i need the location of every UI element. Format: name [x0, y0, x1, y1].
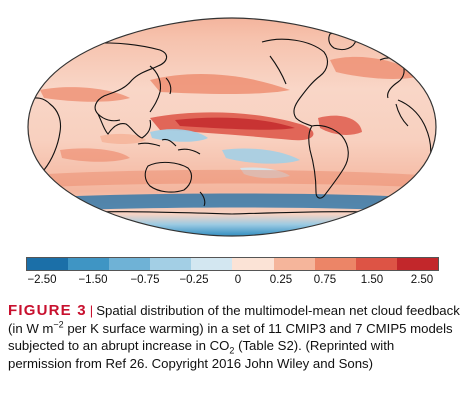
- colorbar-swatch: [396, 258, 438, 270]
- colorbar: [26, 257, 439, 271]
- colorbar-swatch: [27, 258, 69, 270]
- colorbar-tick: 2.50: [410, 274, 434, 286]
- colorbar-tick: 0.75: [313, 274, 337, 286]
- map-outline: [27, 17, 437, 237]
- colorbar-tick: −1.50: [78, 274, 108, 286]
- colorbar-swatch: [191, 258, 233, 270]
- caption-exponent: −2: [53, 319, 64, 330]
- figure-label: FIGURE 3: [8, 302, 87, 319]
- colorbar-tick: −0.75: [130, 274, 160, 286]
- colorbar-swatch: [273, 258, 315, 270]
- caption-separator: |: [89, 303, 94, 318]
- colorbar-swatch: [232, 258, 274, 270]
- colorbar-tick: 1.50: [360, 274, 384, 286]
- caption-text-1: Spatial distribution of the multimodel-m…: [8, 303, 460, 336]
- colorbar-tick: −0.25: [179, 274, 209, 286]
- caption-subscript: 2: [229, 345, 235, 356]
- caption-text-2: per K surface warming) in a set of 11 CM…: [8, 320, 453, 354]
- colorbar-tick: 0.25: [269, 274, 293, 286]
- colorbar-tick: 0: [234, 274, 242, 286]
- western-pacific-negative-patch: [150, 129, 208, 142]
- colorbar-swatch: [355, 258, 397, 270]
- colorbar-tick: −2.50: [27, 274, 57, 286]
- figure-caption: FIGURE 3 | Spatial distribution of the mul…: [8, 302, 460, 372]
- map-field: [28, 18, 436, 236]
- caption-text-3: (Table S2). (Reprinted with permission f…: [8, 338, 395, 371]
- southern-ocean-negative-band: [28, 193, 436, 212]
- colorbar-swatch: [68, 258, 110, 270]
- colorbar-swatch: [314, 258, 356, 270]
- colorbar-tick-labels: −2.50 −1.50 −0.75 −0.25 0 0.25 0.75 1.50…: [0, 274, 465, 290]
- cloud-feedback-map: [27, 17, 437, 237]
- colorbar-swatch: [109, 258, 151, 270]
- colorbar-swatch: [150, 258, 192, 270]
